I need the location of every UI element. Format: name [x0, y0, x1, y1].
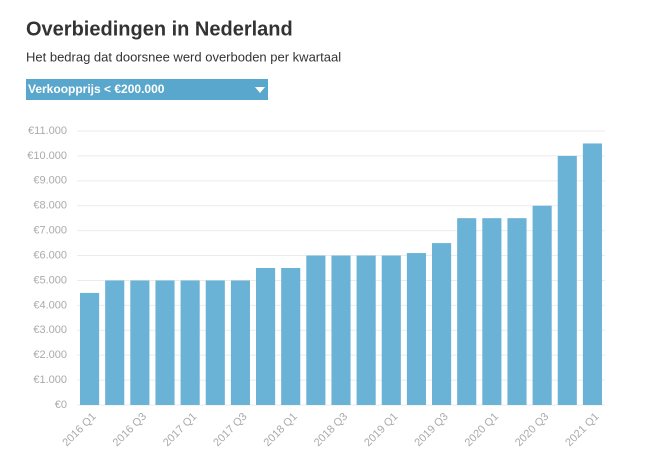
x-tick-label: 2019 Q1	[362, 411, 400, 449]
y-tick-label: €11.000	[28, 125, 67, 137]
dropdown-box[interactable]	[26, 79, 268, 100]
bar	[457, 218, 477, 405]
bar	[80, 292, 100, 405]
y-tick-label: €4.000	[33, 299, 67, 311]
x-tick-label: 2018 Q1	[262, 411, 300, 449]
x-tick-label: 2016 Q3	[111, 411, 149, 449]
y-tick-label: €2.000	[33, 349, 67, 361]
bar	[230, 280, 250, 405]
y-tick-label: €6.000	[33, 249, 67, 261]
y-tick-label: €5.000	[33, 274, 67, 286]
x-tick-label: 2019 Q3	[412, 411, 450, 449]
y-tick-label: €9.000	[33, 175, 67, 187]
dropdown-label[interactable]: Verkoopprijs < €200.000	[28, 82, 165, 96]
y-tick-label: €7.000	[33, 225, 67, 237]
bar	[557, 155, 577, 405]
y-tick-label: €10.000	[27, 150, 67, 162]
bar	[331, 255, 351, 405]
bar	[306, 255, 326, 405]
x-tick-label: 2017 Q3	[211, 411, 249, 449]
bar	[155, 280, 175, 405]
chart-title: Overbiedingen in Nederland	[26, 18, 293, 40]
y-tick-label: €1.000	[33, 374, 67, 386]
x-tick-label: 2018 Q3	[312, 411, 350, 449]
bar	[180, 280, 200, 405]
x-tick-label: 2021 Q1	[563, 411, 601, 449]
x-tick-label: 2017 Q1	[161, 411, 199, 449]
x-tick-label: 2020 Q3	[513, 411, 551, 449]
bar	[130, 280, 150, 405]
bar	[381, 255, 401, 405]
x-tick-label: 2016 Q1	[60, 411, 98, 449]
dropdown[interactable]: Verkoopprijs < €200.000	[26, 79, 268, 100]
y-tick-label: €8.000	[33, 200, 67, 212]
bar	[582, 143, 602, 406]
dropdown-arrow[interactable]	[255, 87, 265, 93]
bar	[105, 280, 125, 405]
chart-subtitle: Het bedrag dat doorsnee werd overboden p…	[26, 49, 341, 64]
y-tick-label: €3.000	[33, 324, 67, 336]
bar	[532, 205, 552, 405]
bar	[406, 253, 426, 405]
bar	[482, 218, 502, 405]
bar	[432, 243, 452, 405]
bar	[281, 268, 301, 405]
bar	[256, 268, 276, 405]
bar	[205, 280, 225, 405]
x-tick-label: 2020 Q1	[463, 411, 501, 449]
y-tick-label: €0	[55, 399, 67, 411]
bar	[356, 255, 376, 405]
bar	[507, 218, 527, 405]
